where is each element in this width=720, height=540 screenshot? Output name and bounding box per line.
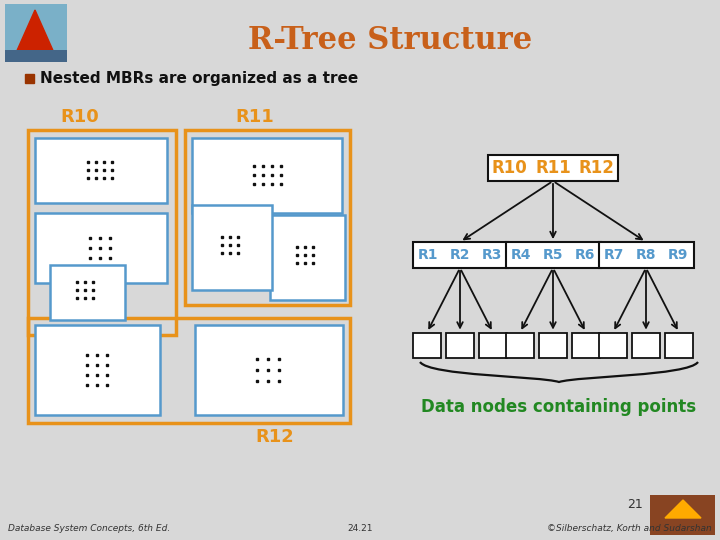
Bar — [539, 333, 567, 357]
Bar — [599, 333, 627, 357]
Text: Database System Concepts, 6th Ed.: Database System Concepts, 6th Ed. — [8, 524, 170, 533]
Bar — [479, 333, 507, 357]
Text: R12: R12 — [256, 428, 294, 446]
Polygon shape — [665, 500, 701, 518]
Text: R10: R10 — [492, 159, 528, 177]
Text: R12: R12 — [578, 159, 614, 177]
Bar — [506, 333, 534, 357]
Bar — [572, 333, 600, 357]
Text: R4: R4 — [511, 248, 531, 262]
Bar — [413, 333, 441, 357]
Text: R5: R5 — [543, 248, 563, 262]
Bar — [28, 318, 350, 423]
Text: R1: R1 — [418, 248, 438, 262]
Text: Nested MBRs are organized as a tree: Nested MBRs are organized as a tree — [40, 71, 359, 85]
Bar — [35, 325, 160, 415]
Bar — [598, 242, 693, 268]
Bar — [650, 495, 715, 535]
Bar — [632, 333, 660, 357]
Bar — [25, 74, 34, 83]
Text: R8: R8 — [636, 248, 656, 262]
Text: R6: R6 — [575, 248, 595, 262]
Bar — [35, 138, 167, 203]
Bar — [192, 205, 272, 290]
Bar — [446, 333, 474, 357]
Bar — [5, 50, 67, 62]
Text: R2: R2 — [450, 248, 470, 262]
Text: R11: R11 — [535, 159, 571, 177]
Polygon shape — [15, 10, 55, 55]
Text: R11: R11 — [235, 108, 274, 126]
Bar — [185, 130, 350, 305]
Bar — [50, 265, 125, 320]
Bar — [270, 215, 345, 300]
Text: R3: R3 — [482, 248, 502, 262]
Text: ©Silberschatz, Korth and Sudarshan: ©Silberschatz, Korth and Sudarshan — [547, 524, 712, 533]
Text: 24.21: 24.21 — [347, 524, 373, 533]
Bar — [28, 130, 176, 335]
Text: R10: R10 — [60, 108, 99, 126]
Bar — [5, 4, 67, 62]
Bar — [192, 138, 342, 213]
Text: R7: R7 — [604, 248, 624, 262]
Text: 21: 21 — [627, 498, 643, 511]
Bar — [505, 242, 600, 268]
Text: R9: R9 — [667, 248, 688, 262]
Bar — [665, 333, 693, 357]
Bar — [488, 155, 618, 181]
Text: R-Tree Structure: R-Tree Structure — [248, 25, 532, 56]
Bar — [195, 325, 343, 415]
Bar — [35, 213, 167, 283]
Text: Data nodes containing points: Data nodes containing points — [421, 398, 696, 416]
Bar — [413, 242, 508, 268]
